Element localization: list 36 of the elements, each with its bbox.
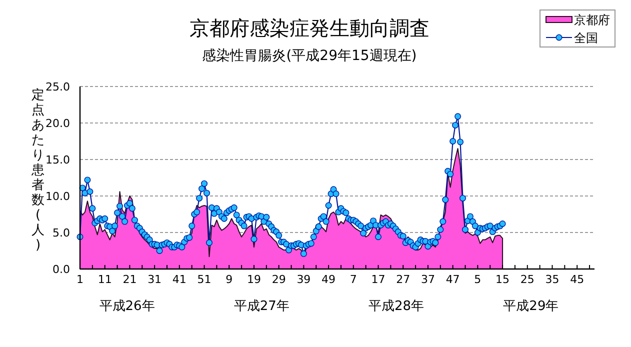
y-tick-label: 20.0 — [46, 117, 70, 130]
x-tick-label: 5 — [474, 273, 482, 286]
x-tick-label: 7 — [350, 273, 357, 286]
legend-label: 京都府 — [574, 13, 610, 27]
x-tick-label: 25 — [520, 273, 534, 286]
x-tick-label: 37 — [420, 273, 435, 286]
x-tick-label: 27 — [396, 273, 410, 286]
y-tick-label: 25.0 — [46, 80, 70, 94]
x-tick-label: 9 — [226, 273, 233, 286]
annotation: 平成27年 — [234, 299, 290, 314]
x-tick-label: 41 — [172, 273, 186, 286]
x-tick-label: 49 — [322, 273, 336, 286]
y-tick-label: 0.0 — [52, 263, 70, 276]
annotation: 平成26年 — [99, 299, 155, 314]
annotation: 平成28年 — [368, 299, 424, 314]
y-axis-title: 定点あたり患者数(人) — [32, 88, 44, 253]
x-tick-label: 1 — [76, 273, 84, 286]
x-tick-label: 31 — [148, 273, 162, 286]
x-tick-label: 39 — [296, 273, 311, 286]
chart-title: 京都府感染症発生動向調査 — [190, 16, 430, 40]
y-tick-label: 10.0 — [46, 190, 70, 203]
y-tick-label: 15.0 — [46, 154, 70, 166]
chart-subtitle: 感染性胃腸炎(平成29年15週現在) — [202, 48, 417, 64]
x-tick-label: 29 — [272, 273, 286, 286]
annotation: 平成29年 — [503, 299, 559, 314]
legend-label: 全国 — [574, 31, 598, 45]
x-tick-label: 17 — [371, 273, 386, 286]
x-tick-label: 35 — [545, 273, 560, 286]
x-tick-label: 45 — [570, 273, 584, 286]
x-tick-label: 21 — [122, 273, 137, 286]
x-tick-label: 11 — [98, 273, 112, 286]
x-tick-label: 51 — [197, 273, 212, 286]
y-tick-label: 5.0 — [52, 226, 70, 240]
x-tick-label: 19 — [246, 273, 261, 286]
x-tick-label: 15 — [496, 273, 510, 286]
x-tick-label: 47 — [446, 273, 460, 286]
